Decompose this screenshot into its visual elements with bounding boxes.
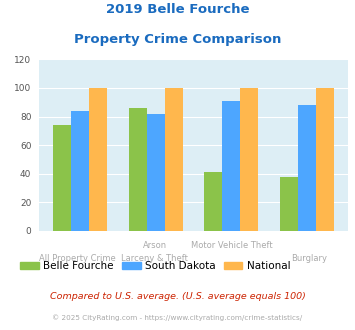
Bar xyxy=(222,101,240,231)
Bar xyxy=(129,108,147,231)
Bar xyxy=(279,177,297,231)
Text: Motor Vehicle Theft: Motor Vehicle Theft xyxy=(191,241,273,250)
Bar xyxy=(71,111,89,231)
Text: © 2025 CityRating.com - https://www.cityrating.com/crime-statistics/: © 2025 CityRating.com - https://www.city… xyxy=(53,314,302,321)
Bar xyxy=(147,114,165,231)
Text: Larceny & Theft: Larceny & Theft xyxy=(121,254,188,263)
Text: All Property Crime: All Property Crime xyxy=(39,254,116,263)
Bar xyxy=(165,88,183,231)
Bar xyxy=(53,125,71,231)
Text: 2019 Belle Fourche: 2019 Belle Fourche xyxy=(106,3,249,16)
Legend: Belle Fourche, South Dakota, National: Belle Fourche, South Dakota, National xyxy=(16,257,294,275)
Bar xyxy=(89,88,108,231)
Text: Arson: Arson xyxy=(143,241,167,250)
Bar xyxy=(297,105,316,231)
Bar xyxy=(204,172,222,231)
Text: Burglary: Burglary xyxy=(291,254,327,263)
Bar xyxy=(316,88,334,231)
Bar xyxy=(240,88,258,231)
Text: Compared to U.S. average. (U.S. average equals 100): Compared to U.S. average. (U.S. average … xyxy=(50,292,305,301)
Text: Property Crime Comparison: Property Crime Comparison xyxy=(74,33,281,46)
